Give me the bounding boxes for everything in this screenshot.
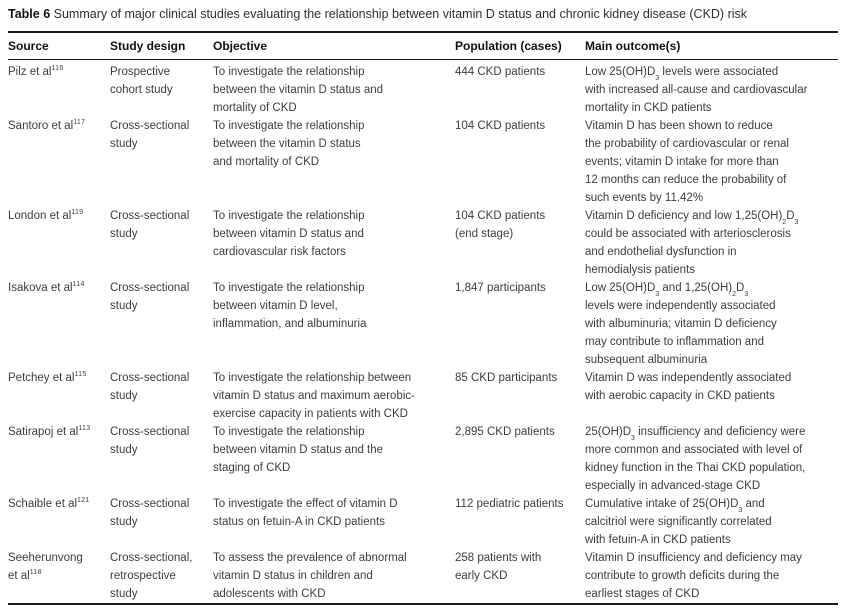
cell-design: Cross-sectional study	[110, 372, 190, 402]
cell-objective: To investigate the relationship between v…	[213, 372, 415, 420]
table-row: Santoro et al117 Cross-sectional study To i…	[8, 117, 838, 207]
reference-superscript: 119	[71, 209, 84, 217]
chemical-subscript: 3	[794, 219, 799, 227]
chemical-subscript: 2	[782, 219, 787, 227]
cell-objective: To investigate the relationship between v…	[213, 426, 384, 474]
column-header-objective: Objective	[213, 39, 268, 53]
table-number: Table 6	[8, 7, 51, 21]
chemical-subscript: 3	[655, 75, 660, 83]
cell-objective: To investigate the relationship between t…	[213, 66, 384, 114]
table-header: Source Study design Objective Population (c…	[8, 32, 838, 60]
table-row: Pilz et al116 Prospective cohort study To i…	[8, 60, 838, 118]
table-row: Schaible et al121 Cross-sectional study To …	[8, 495, 838, 549]
cell-objective: To assess the prevalence of abnormal vita…	[213, 552, 407, 600]
reference-superscript: 115	[74, 371, 87, 379]
cell-outcome: Cumulative intake of 25(OH)D3 and calcitr…	[585, 498, 772, 546]
chemical-subscript: 3	[631, 435, 635, 443]
column-header-outcome: Main outcome(s)	[585, 39, 681, 53]
cell-design: Cross-sectional, retrospective study	[110, 552, 193, 600]
chemical-subscript: 2	[732, 291, 736, 299]
cell-source: Pilz et al116	[8, 65, 64, 78]
cell-population: 258 patients with early CKD	[455, 552, 542, 582]
cell-design: Cross-sectional study	[110, 282, 190, 312]
chemical-subscript: 3	[738, 507, 743, 515]
cell-population: 112 pediatric patients	[455, 498, 564, 510]
header-row: Source Study design Objective Population (c…	[8, 32, 838, 60]
table-row: Petchey et al115 Cross-sectional study To i…	[8, 369, 838, 423]
reference-superscript: 117	[73, 119, 86, 127]
table-row: Satirapoj et al113 Cross-sectional study To…	[8, 423, 838, 495]
table-row: Isakova et al114 Cross-sectional study To i…	[8, 279, 838, 369]
reference-superscript: 121	[77, 497, 90, 505]
table-row: Seeherunvong et al118 Cross-sectional, retr…	[8, 549, 838, 604]
cell-design: Cross-sectional study	[110, 210, 190, 240]
cell-objective: To investigate the relationship between v…	[213, 282, 367, 330]
table-caption-text: Summary of major clinical studies evalua…	[53, 7, 748, 21]
table-caption: Table 6 Summary of major clinical studie…	[8, 7, 838, 22]
cell-design: Cross-sectional study	[110, 120, 190, 150]
column-header-population: Population (cases)	[455, 39, 562, 53]
cell-objective: To investigate the relationship between v…	[213, 210, 365, 258]
cell-outcome: Vitamin D was independently associated wi…	[585, 372, 792, 402]
chemical-subscript: 3	[655, 291, 660, 299]
cell-source: Satirapoj et al113	[8, 425, 91, 438]
table-body: Pilz et al116 Prospective cohort study To i…	[8, 60, 838, 604]
cell-outcome: Low 25(OH)D3 and 1,25(OH)2D3 levels were …	[585, 282, 777, 366]
cell-outcome: Vitamin D has been shown to reduce the pr…	[585, 120, 789, 204]
cell-objective: To investigate the relationship between t…	[213, 120, 365, 168]
cell-population: 444 CKD patients	[455, 66, 546, 78]
cell-population: 104 CKD patients (end stage)	[455, 210, 546, 240]
column-header-design: Study design	[110, 39, 186, 53]
chemical-subscript: 3	[744, 291, 749, 299]
cell-population: 2,895 CKD patients	[455, 426, 555, 438]
cell-population: 1,847 participants	[455, 282, 546, 294]
reference-superscript: 118	[29, 569, 42, 577]
reference-superscript: 116	[51, 65, 64, 73]
table-row: London et al119 Cross-sectional study To in…	[8, 207, 838, 279]
reference-superscript: 113	[78, 425, 91, 433]
cell-design: Cross-sectional study	[110, 498, 190, 528]
cell-source: Isakova et al114	[8, 281, 85, 294]
cell-outcome: Vitamin D deficiency and low 1,25(OH)2D3…	[585, 210, 799, 276]
cell-source: Schaible et al121	[8, 497, 90, 510]
cell-design: Prospective cohort study	[110, 66, 173, 96]
reference-superscript: 114	[72, 281, 85, 289]
cell-population: 104 CKD patients	[455, 120, 546, 132]
cell-source: Petchey et al115	[8, 371, 87, 384]
column-header-source: Source	[8, 39, 49, 53]
cell-source: London et al119	[8, 209, 84, 222]
cell-design: Cross-sectional study	[110, 426, 190, 456]
cell-population: 85 CKD participants	[455, 372, 558, 384]
cell-outcome: Low 25(OH)D3 levels were associated with …	[585, 66, 808, 114]
cell-outcome: Vitamin D insufficiency and deficiency m…	[585, 552, 802, 600]
cell-source: Seeherunvong et al118	[8, 552, 83, 582]
clinical-studies-table: Source Study design Objective Population (c…	[8, 31, 838, 605]
cell-source: Santoro et al117	[8, 119, 86, 132]
cell-outcome: 25(OH)D3 insufficiency and deficiency we…	[585, 426, 806, 492]
